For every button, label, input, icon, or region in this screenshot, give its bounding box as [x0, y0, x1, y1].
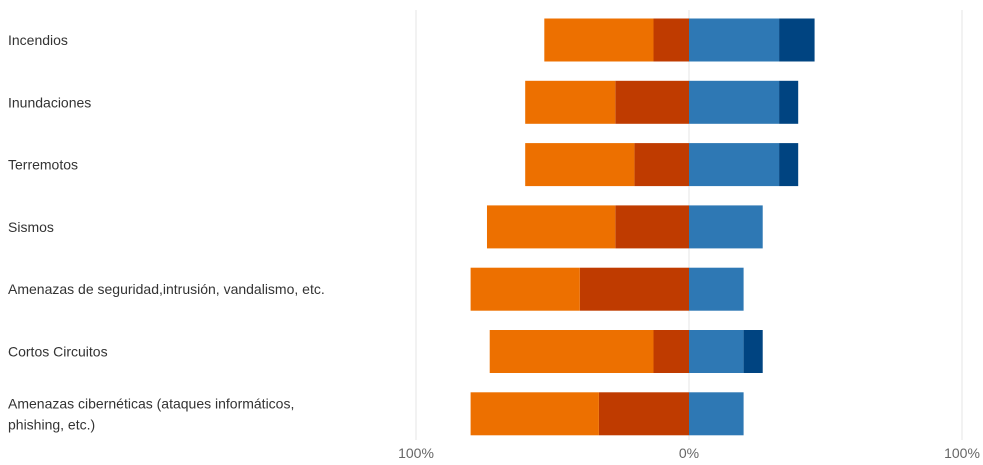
bar-2-series-3 — [779, 143, 799, 187]
x-tick-label-2: 100% — [944, 445, 980, 461]
category-label-5: Cortos Circuitos — [8, 344, 108, 360]
bar-1-series-2 — [689, 80, 780, 124]
bar-6-series-2 — [689, 392, 744, 436]
bar-3-series-0 — [615, 205, 689, 249]
category-label-4-line-0: Amenazas de seguridad,intrusión, vandali… — [8, 281, 325, 297]
bar-5-series-2 — [689, 330, 744, 373]
bar-5-series-3 — [743, 330, 763, 373]
bar-4-series-0 — [579, 267, 689, 311]
bar-0-series-0 — [653, 18, 689, 62]
category-label-2-line-0: Terremotos — [8, 157, 78, 173]
bar-0-series-2 — [689, 18, 780, 62]
bars — [470, 18, 815, 436]
category-label-2: Terremotos — [8, 157, 78, 173]
bar-5-series-1 — [489, 330, 654, 373]
category-label-0: Incendios — [8, 32, 68, 48]
category-label-6-line-0: Amenazas cibernéticas (ataques informáti… — [8, 395, 294, 411]
category-label-0-line-0: Incendios — [8, 32, 68, 48]
bar-0-series-1 — [544, 18, 654, 62]
category-label-6-line-1: phishing, etc.) — [8, 416, 95, 432]
category-labels: Incendios Inundaciones Terremotos Sismos Ame… — [8, 32, 325, 432]
bar-6-series-1 — [470, 392, 599, 436]
bar-6-series-0 — [598, 392, 689, 436]
category-label-4: Amenazas de seguridad,intrusión, vandali… — [8, 281, 325, 297]
category-label-1: Inundaciones — [8, 94, 91, 110]
bar-3-series-2 — [689, 205, 763, 249]
category-label-3-line-0: Sismos — [8, 219, 54, 235]
category-label-3: Sismos — [8, 219, 54, 235]
bar-2-series-0 — [634, 143, 689, 187]
bar-5-series-0 — [653, 330, 689, 373]
bar-4-series-2 — [689, 267, 744, 311]
x-tick-label-0: 100% — [398, 445, 434, 461]
bar-2-series-2 — [689, 143, 780, 187]
bar-4-series-1 — [470, 267, 580, 311]
category-label-1-line-0: Inundaciones — [8, 94, 91, 110]
x-tick-label-1: 0% — [679, 445, 699, 461]
bar-2-series-1 — [525, 143, 635, 187]
category-label-5-line-0: Cortos Circuitos — [8, 344, 108, 360]
x-axis-ticks: 100% 0% 100% — [398, 445, 980, 461]
bar-1-series-3 — [779, 80, 799, 124]
bar-1-series-1 — [525, 80, 616, 124]
bar-3-series-1 — [486, 205, 616, 249]
category-label-6: Amenazas cibernéticas (ataques informáti… — [8, 395, 294, 432]
bar-0-series-3 — [779, 18, 815, 62]
bar-1-series-0 — [615, 80, 689, 124]
